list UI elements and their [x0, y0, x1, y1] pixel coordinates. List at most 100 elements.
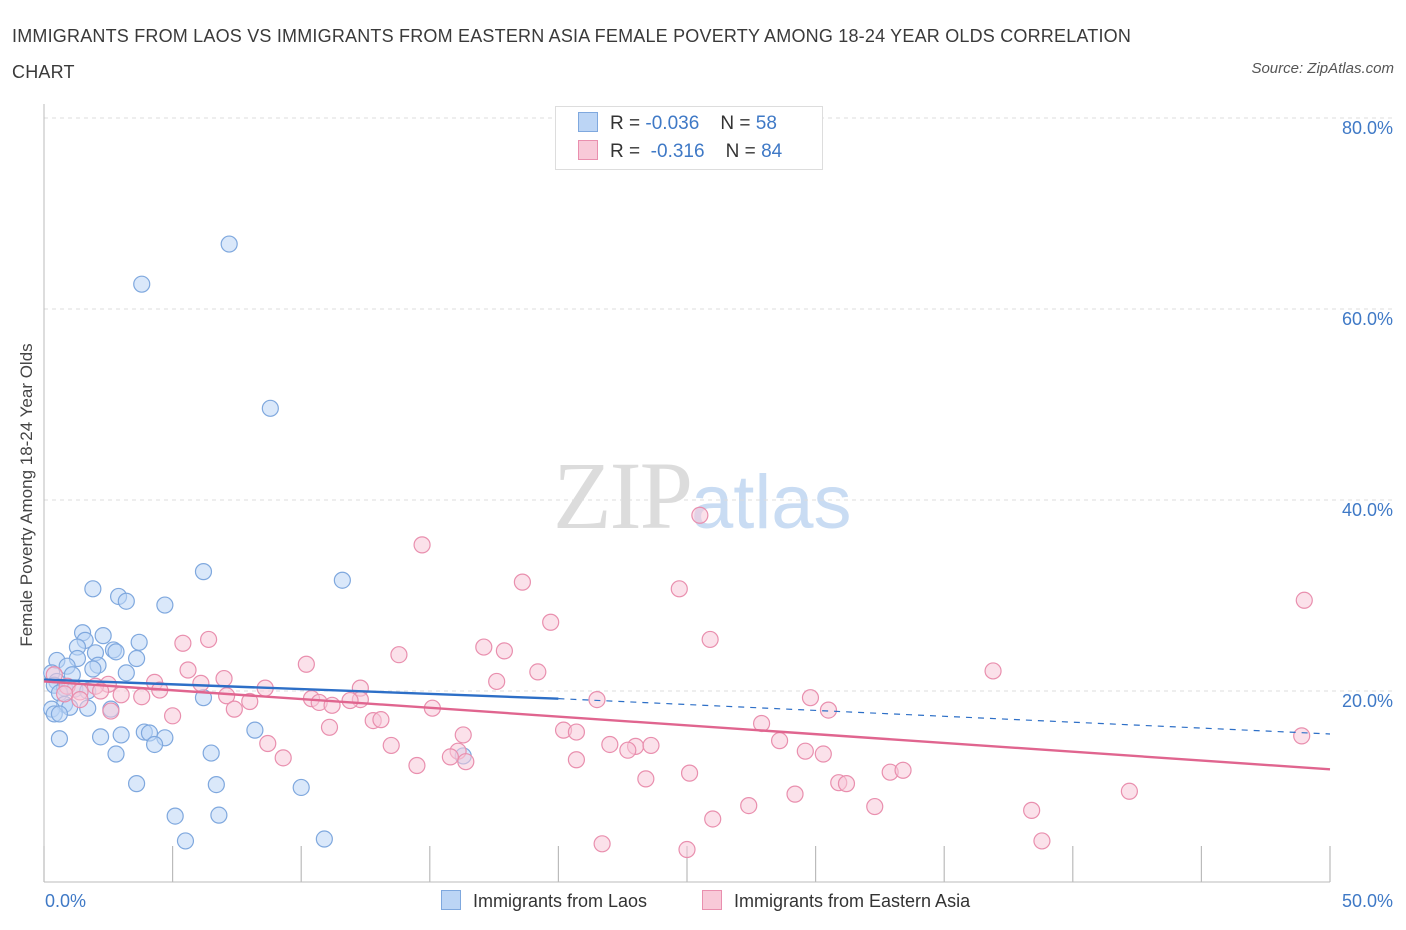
eastern-asia-point: [642, 736, 660, 755]
eastern-asia-point: [372, 711, 390, 729]
legend-label-laos: Immigrants from Laos: [473, 891, 648, 911]
series-laos-points: [43, 235, 472, 850]
chart-title: IMMIGRANTS FROM LAOS VS IMMIGRANTS FROM …: [12, 26, 1132, 82]
eastern-asia-point: [341, 691, 359, 710]
laos-point: [107, 643, 125, 661]
eastern-asia-point: [164, 707, 182, 725]
y-tick-label: 80.0%: [1342, 118, 1393, 138]
eastern-asia-point: [274, 749, 292, 767]
n-label: N =: [720, 113, 751, 134]
y-tick-label: 40.0%: [1342, 500, 1393, 520]
eastern-asia-point: [670, 580, 688, 598]
eastern-asia-point: [200, 630, 218, 649]
eastern-asia-point: [259, 734, 277, 753]
laos-legend-icon: [441, 890, 461, 910]
eastern-asia-point: [567, 723, 586, 741]
x-tick-label: 0.0%: [45, 891, 86, 911]
eastern-asia-swatch-icon: [578, 140, 598, 160]
n-value: 84: [761, 141, 783, 162]
y-axis-label: Female Poverty Among 18-24 Year Olds: [17, 343, 36, 647]
eastern-asia-point: [488, 672, 506, 691]
eastern-asia-point: [475, 638, 493, 656]
eastern-asia-point: [55, 685, 74, 703]
eastern-asia-point: [192, 674, 210, 692]
laos-point: [261, 399, 279, 417]
eastern-asia-point: [1120, 782, 1138, 800]
eastern-asia-point: [241, 692, 259, 711]
eastern-asia-point: [174, 634, 192, 652]
eastern-asia-point: [814, 745, 832, 763]
eastern-asia-point: [102, 702, 120, 720]
eastern-asia-point: [218, 687, 236, 705]
eastern-asia-point: [837, 775, 856, 793]
laos-point: [333, 571, 351, 589]
tick-labels: 20.0% 40.0% 60.0% 80.0% 0.0% 50.0%: [45, 118, 1393, 911]
laos-point: [84, 580, 102, 598]
laos-point: [133, 275, 151, 293]
laos-point: [166, 807, 184, 825]
laos-point: [176, 832, 195, 850]
eastern-asia-point: [179, 661, 197, 679]
laos-point: [207, 775, 225, 794]
eastern-asia-point: [215, 669, 233, 688]
laos-point: [84, 660, 102, 678]
eastern-asia-point: [588, 690, 606, 709]
laos-point: [292, 778, 310, 797]
eastern-asia-point: [601, 735, 619, 754]
r-value: -0.316: [650, 141, 705, 162]
eastern-asia-point: [1023, 801, 1041, 819]
laos-point: [156, 596, 174, 614]
eastern-asia-point: [619, 741, 637, 759]
watermark-atlas: atlas: [691, 460, 852, 545]
laos-point: [145, 735, 164, 754]
laos-point: [210, 806, 228, 824]
eastern-asia-point: [786, 785, 804, 803]
eastern-asia-point: [1033, 832, 1051, 850]
y-tick-label: 20.0%: [1342, 691, 1393, 711]
laos-swatch-icon: [578, 112, 598, 132]
r-label: R =: [610, 113, 641, 134]
n-label: N =: [725, 141, 756, 162]
eastern-asia-point: [796, 742, 814, 760]
watermark-zip: ZIP: [553, 442, 693, 549]
series-eastern-asia-points: [45, 506, 1313, 859]
eastern-asia-point: [542, 613, 560, 631]
eastern-asia-point: [740, 796, 758, 815]
eastern-asia-point: [819, 701, 838, 719]
eastern-asia-point: [567, 751, 586, 769]
laos-point: [107, 745, 125, 763]
laos-point: [315, 830, 333, 848]
r-label: R =: [610, 141, 641, 162]
eastern-asia-point: [894, 761, 912, 779]
laos-point: [127, 775, 146, 793]
watermark: ZIPatlas: [553, 440, 852, 551]
x-tick-label: 50.0%: [1342, 891, 1393, 911]
laos-trend-extension: [558, 698, 1331, 735]
legend-item-eastern-asia: Immigrants from Eastern Asia: [702, 890, 970, 912]
laos-point: [202, 744, 220, 762]
laos-point: [94, 627, 112, 645]
laos-point: [246, 721, 264, 739]
eastern-asia-point: [71, 690, 89, 709]
eastern-asia-trend-line: [43, 680, 1331, 771]
laos-point: [127, 649, 146, 668]
r-value: -0.036: [645, 113, 700, 134]
eastern-asia-point: [413, 536, 431, 554]
y-tick-label: 60.0%: [1342, 309, 1393, 329]
eastern-asia-point: [691, 506, 709, 524]
eastern-asia-point: [457, 753, 475, 771]
eastern-asia-point: [408, 756, 426, 775]
eastern-asia-point: [593, 835, 611, 853]
trend-lines: [43, 678, 1331, 771]
eastern-asia-point: [495, 642, 513, 660]
axes: [43, 104, 1331, 883]
source-label: Source: ZipAtlas.com: [1251, 60, 1394, 77]
eastern-asia-point: [441, 748, 459, 766]
eastern-asia-point: [297, 655, 315, 673]
eastern-asia-point: [320, 718, 339, 736]
eastern-asia-point: [701, 630, 719, 649]
laos-point: [130, 633, 148, 651]
laos-point: [112, 726, 130, 744]
eastern-asia-legend-icon: [702, 890, 722, 910]
